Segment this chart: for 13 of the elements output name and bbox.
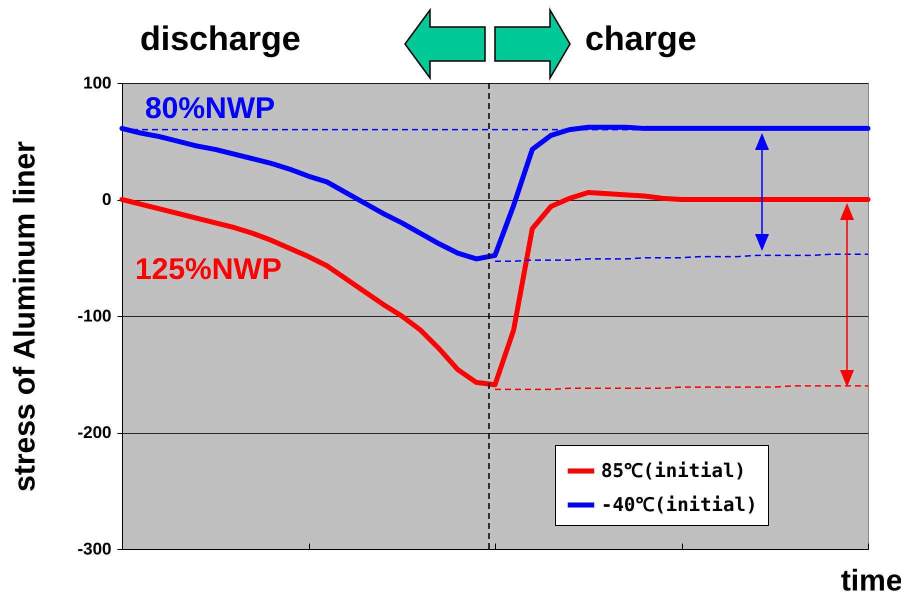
y-tick-label: -300 [77,540,112,558]
annotation: 80%NWP [145,92,276,125]
y-tick-label: -200 [77,423,112,442]
line-series [494,254,869,262]
y-tick-label: -100 [77,306,112,326]
legend-label: 85℃(initial) [601,460,746,482]
legend-label: -40℃(initial) [601,494,758,516]
y-tick-label: 100 [83,74,112,92]
y-axis-title: stress of Aluminum liner [8,140,42,492]
y-tick-label: 0 [102,190,112,209]
text: charge [585,20,696,58]
annotation: 125%NWP [135,253,282,286]
text: discharge [140,20,301,58]
